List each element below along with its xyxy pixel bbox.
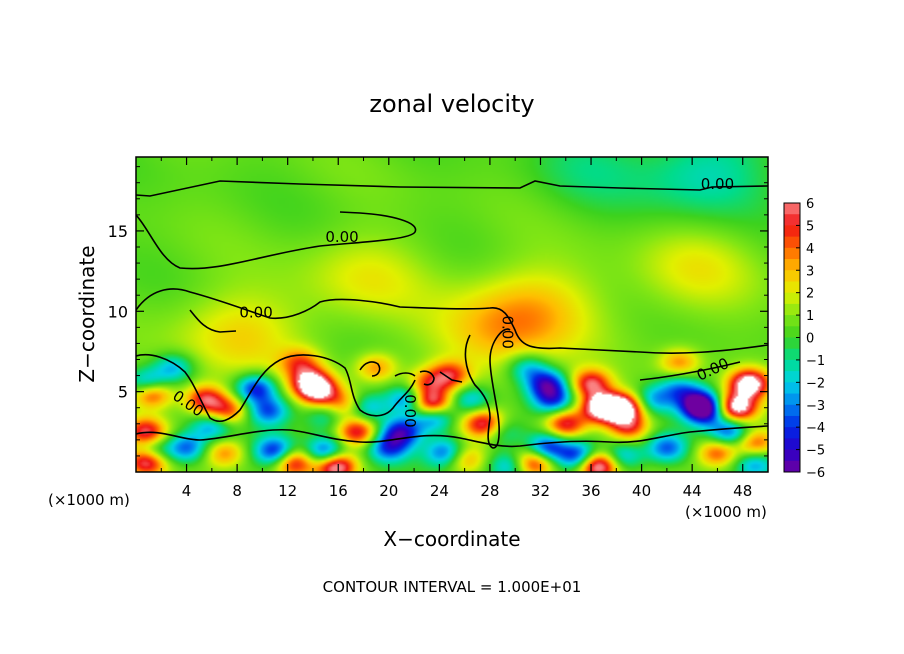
colorbar-swatch — [784, 236, 800, 249]
contour-label-1: 0.00 — [325, 228, 358, 246]
contour-interval-note: CONTOUR INTERVAL = 1.000E+01 — [323, 578, 582, 596]
colorbar-swatch — [784, 225, 800, 238]
x-tick-label: 48 — [733, 482, 752, 500]
heatmap-field — [136, 157, 768, 472]
colorbar-tick-label: −5 — [806, 444, 825, 459]
colorbar-tick-label: −4 — [806, 421, 825, 436]
colorbar-swatch — [784, 326, 800, 338]
x-tick-label: 44 — [683, 482, 702, 500]
colorbar-tick-label: 2 — [806, 287, 814, 302]
colorbar-swatch — [784, 348, 800, 361]
x-tick-label: 4 — [182, 482, 192, 500]
colorbar-swatch — [784, 315, 800, 327]
x-axis-label: X−coordinate — [383, 527, 520, 551]
colorbar-tick-label: −2 — [806, 376, 825, 391]
colorbar-tick-label: 3 — [806, 264, 814, 279]
contour-label-3: 0.00 — [499, 315, 517, 348]
y-axis-label: Z−coordinate — [75, 245, 99, 382]
colorbar-swatch — [784, 449, 800, 462]
x-tick-label: 16 — [329, 482, 348, 500]
colorbar-swatch — [784, 203, 800, 215]
plot-frame — [135, 156, 769, 473]
colorbar-tick-label: 5 — [806, 219, 814, 234]
x-tick-label: 8 — [232, 482, 242, 500]
contour-label-2: 0.00 — [239, 304, 272, 322]
x-unit-label-left: (×1000 m) — [48, 491, 130, 509]
y-tick-label: 5 — [118, 383, 128, 402]
chart-title: zonal velocity — [369, 90, 534, 118]
colorbar-swatch — [784, 415, 800, 428]
x-tick-label: 40 — [632, 482, 651, 500]
colorbar-tick-label: −6 — [806, 466, 825, 481]
colorbar-tick-label: 0 — [806, 332, 814, 347]
colorbar-swatch — [784, 382, 800, 395]
colorbar-swatch — [784, 247, 800, 260]
colorbar-tick-label: 4 — [806, 242, 814, 257]
colorbar: 6 5 4 3 2 1 0 −1 −2 −3 −4 −5 −6 — [783, 197, 825, 481]
colorbar-swatch — [784, 214, 800, 226]
y-tick-label: 10 — [108, 302, 128, 321]
colorbar-swatch — [784, 281, 800, 294]
colorbar-tick-label: 1 — [806, 309, 814, 324]
colorbar-swatch — [784, 292, 800, 305]
colorbar-swatch — [784, 393, 800, 406]
colorbar-swatch — [784, 371, 800, 383]
y-axis: 5 10 15 — [108, 166, 768, 457]
colorbar-swatch — [784, 460, 800, 473]
colorbar-swatch — [784, 303, 800, 316]
x-tick-label: 12 — [278, 482, 297, 500]
colorbar-tick-label: −3 — [806, 399, 825, 414]
colorbar-swatch — [784, 427, 800, 439]
x-tick-label: 32 — [531, 482, 550, 500]
zero-contours — [136, 180, 768, 449]
colorbar-swatch — [784, 259, 800, 271]
y-tick-label: 15 — [108, 222, 128, 241]
contour-label-0: 0.00 — [701, 175, 734, 193]
colorbar-swatch — [784, 270, 800, 282]
x-tick-label: 20 — [379, 482, 398, 500]
x-tick-label: 36 — [581, 482, 600, 500]
x-axis: 4 8 12 16 20 24 28 32 36 40 44 48 — [160, 157, 752, 500]
x-tick-label: 28 — [480, 482, 499, 500]
contour-label-6: 0.00 — [401, 394, 419, 427]
colorbar-swatch — [784, 438, 800, 451]
colorbar-swatch — [784, 404, 800, 417]
colorbar-tick-label: −1 — [806, 354, 825, 369]
colorbar-swatch — [784, 337, 800, 350]
x-unit-label-right: (×1000 m) — [685, 503, 767, 521]
colorbar-tick-label: 6 — [806, 197, 814, 212]
x-tick-label: 24 — [430, 482, 449, 500]
colorbar-swatch — [784, 359, 800, 372]
